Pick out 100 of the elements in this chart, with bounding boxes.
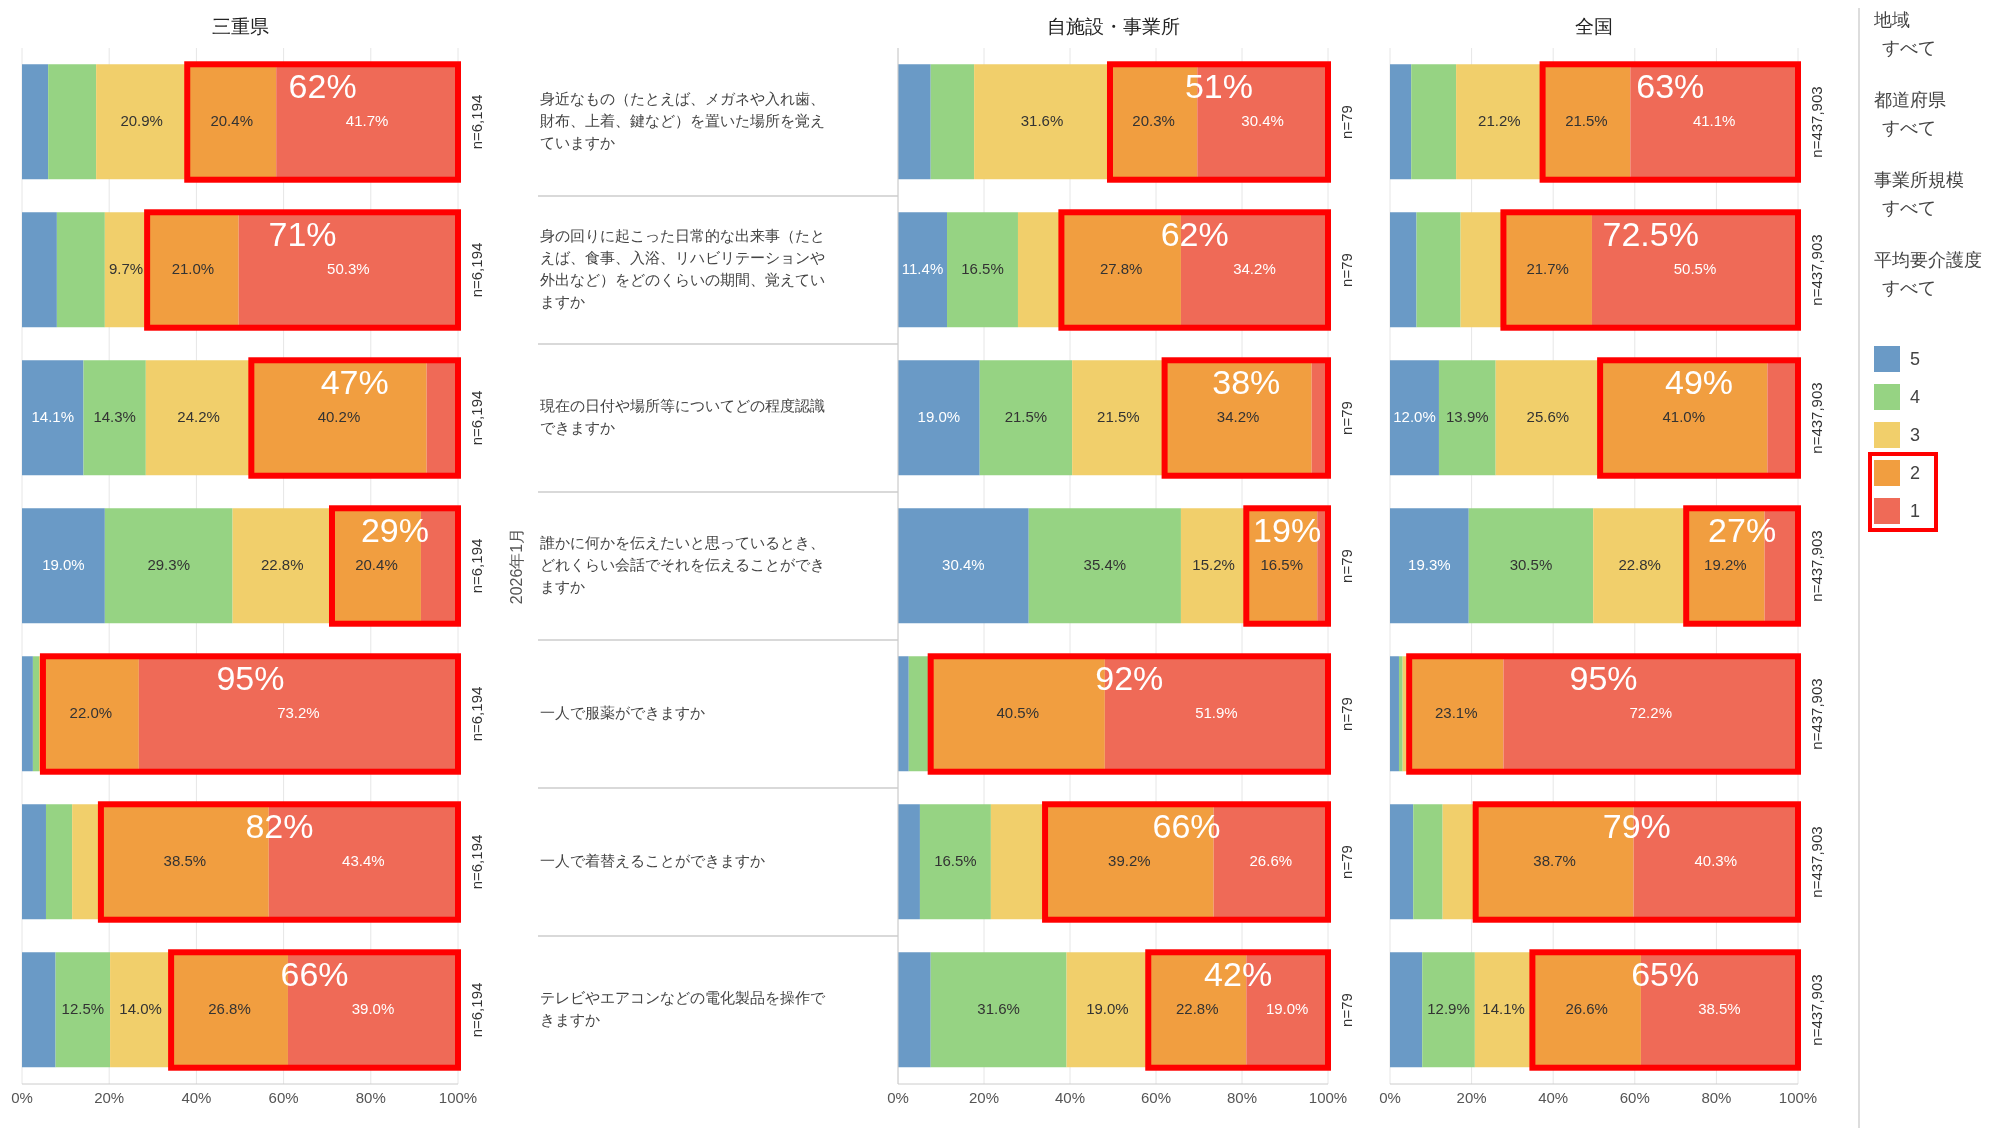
y-tick-label: 現在の日付や場所等についてどの程度認識できますか — [540, 396, 825, 436]
data-label: 16.5% — [934, 851, 977, 869]
bar — [45, 804, 73, 920]
bar — [22, 804, 46, 920]
annotation: 51% — [1184, 67, 1254, 106]
y-tick-label: 一人で服薬ができますか — [540, 703, 705, 721]
bar — [947, 212, 1018, 328]
bar — [898, 360, 980, 476]
text: n=6,194 — [467, 94, 485, 150]
x-tick-label: 20% — [1456, 1088, 1487, 1106]
bar — [930, 64, 975, 180]
bar — [32, 656, 39, 772]
text: すべて — [1881, 37, 1937, 60]
x-tick-label: 80% — [1226, 1088, 1258, 1106]
data-label: 21.7% — [1526, 259, 1569, 277]
data-label: 24.2% — [177, 407, 220, 425]
data-label: 16.5% — [961, 259, 1004, 277]
text: 平均要介護度 — [1874, 249, 1983, 272]
data-label: 21.2% — [1478, 111, 1521, 129]
text: 都道府県 — [1874, 89, 1947, 112]
bar — [104, 508, 233, 624]
data-label: 30.4% — [942, 555, 985, 573]
data-label: 20.4% — [355, 555, 398, 573]
data-label: 39.0% — [351, 999, 395, 1017]
annotation: 82% — [245, 807, 314, 846]
text: n=6,194 — [467, 982, 485, 1038]
data-label: 34.2% — [1216, 407, 1260, 425]
bar — [898, 804, 920, 920]
data-label: 22.8% — [1618, 555, 1661, 573]
bar — [1438, 360, 1496, 476]
bar — [1409, 656, 1504, 772]
annotation: 27% — [1708, 511, 1777, 550]
data-label: 19.3% — [1408, 555, 1451, 573]
bar — [898, 656, 909, 772]
data-label: 22.8% — [1176, 999, 1219, 1017]
legend-label: 4 — [1910, 386, 1921, 408]
bar — [1390, 508, 1469, 624]
text: n=79 — [1337, 697, 1355, 731]
data-label: 43.4% — [342, 851, 385, 869]
data-label: 72.2% — [1629, 703, 1672, 721]
data-label: 30.4% — [1241, 111, 1284, 129]
data-label: 38.5% — [1698, 999, 1741, 1017]
data-label: 19.0% — [1265, 999, 1309, 1017]
data-label: 39.2% — [1108, 851, 1151, 869]
x-tick-label: 0% — [11, 1088, 33, 1106]
text: すべて — [1881, 197, 1937, 220]
data-label: 41.7% — [345, 111, 389, 129]
data-label: 35.4% — [1083, 555, 1127, 573]
data-label: 13.9% — [1446, 407, 1489, 425]
legend-label: 1 — [1910, 500, 1921, 522]
x-tick-label: 100% — [1308, 1088, 1348, 1106]
data-label: 12.0% — [1393, 407, 1436, 425]
bar — [187, 64, 277, 180]
legend-label: 5 — [1910, 348, 1921, 370]
bar — [1390, 64, 1412, 180]
x-tick-label: 80% — [355, 1088, 386, 1106]
text: n=79 — [1337, 845, 1355, 879]
bar — [1390, 804, 1414, 920]
bar — [898, 508, 1029, 624]
annotation: 66% — [280, 955, 349, 994]
x-tick-label: 40% — [1054, 1088, 1086, 1106]
annotation: 19% — [1253, 511, 1322, 550]
annotation: 47% — [320, 363, 389, 402]
data-label: 26.8% — [208, 999, 251, 1017]
data-label: 25.6% — [1526, 407, 1570, 425]
bar — [1398, 656, 1403, 772]
bar — [1390, 360, 1439, 476]
x-tick-label: 60% — [1140, 1088, 1172, 1106]
x-tick-label: 0% — [887, 1088, 909, 1106]
annotation: 95% — [1569, 659, 1638, 698]
text: n=6,194 — [467, 686, 485, 742]
annotation: 65% — [1631, 955, 1700, 994]
x-tick-label: 40% — [1538, 1088, 1569, 1106]
text: n=437,903 — [1807, 382, 1825, 454]
data-label: 31.6% — [977, 999, 1020, 1017]
data-label: 22.8% — [261, 555, 304, 573]
data-label: 14.1% — [1482, 999, 1525, 1017]
bar — [83, 360, 146, 476]
data-label: 19.0% — [1086, 999, 1129, 1017]
data-label: 9.7% — [108, 259, 144, 277]
bar — [56, 212, 105, 328]
data-label: 40.2% — [317, 407, 361, 425]
bar — [1468, 508, 1594, 624]
data-label: 19.2% — [1704, 555, 1747, 573]
data-label: 73.2% — [277, 703, 320, 721]
data-label: 26.6% — [1249, 851, 1293, 869]
data-label: 40.5% — [996, 703, 1040, 721]
data-label: 38.7% — [1533, 851, 1576, 869]
data-label: 19.0% — [42, 555, 85, 573]
text: すべて — [1881, 117, 1937, 140]
bar — [1422, 952, 1475, 1068]
chart-title: 全国 — [1575, 16, 1613, 38]
text: n=437,903 — [1807, 678, 1825, 750]
data-label: 21.0% — [171, 259, 215, 277]
data-label: 20.9% — [120, 111, 163, 129]
data-label: 20.3% — [1132, 111, 1175, 129]
y-tick-label: 身の回りに起こった日常的な出来事（たとえば、食事、入浴、リハビリテーションや外出など）をどのくらいの期間、覚えていますか — [540, 226, 825, 310]
y-tick-label: テレビやエアコンなどの電化製品を操作できますか — [540, 988, 826, 1028]
data-label: 40.3% — [1694, 851, 1738, 869]
bar — [979, 360, 1073, 476]
